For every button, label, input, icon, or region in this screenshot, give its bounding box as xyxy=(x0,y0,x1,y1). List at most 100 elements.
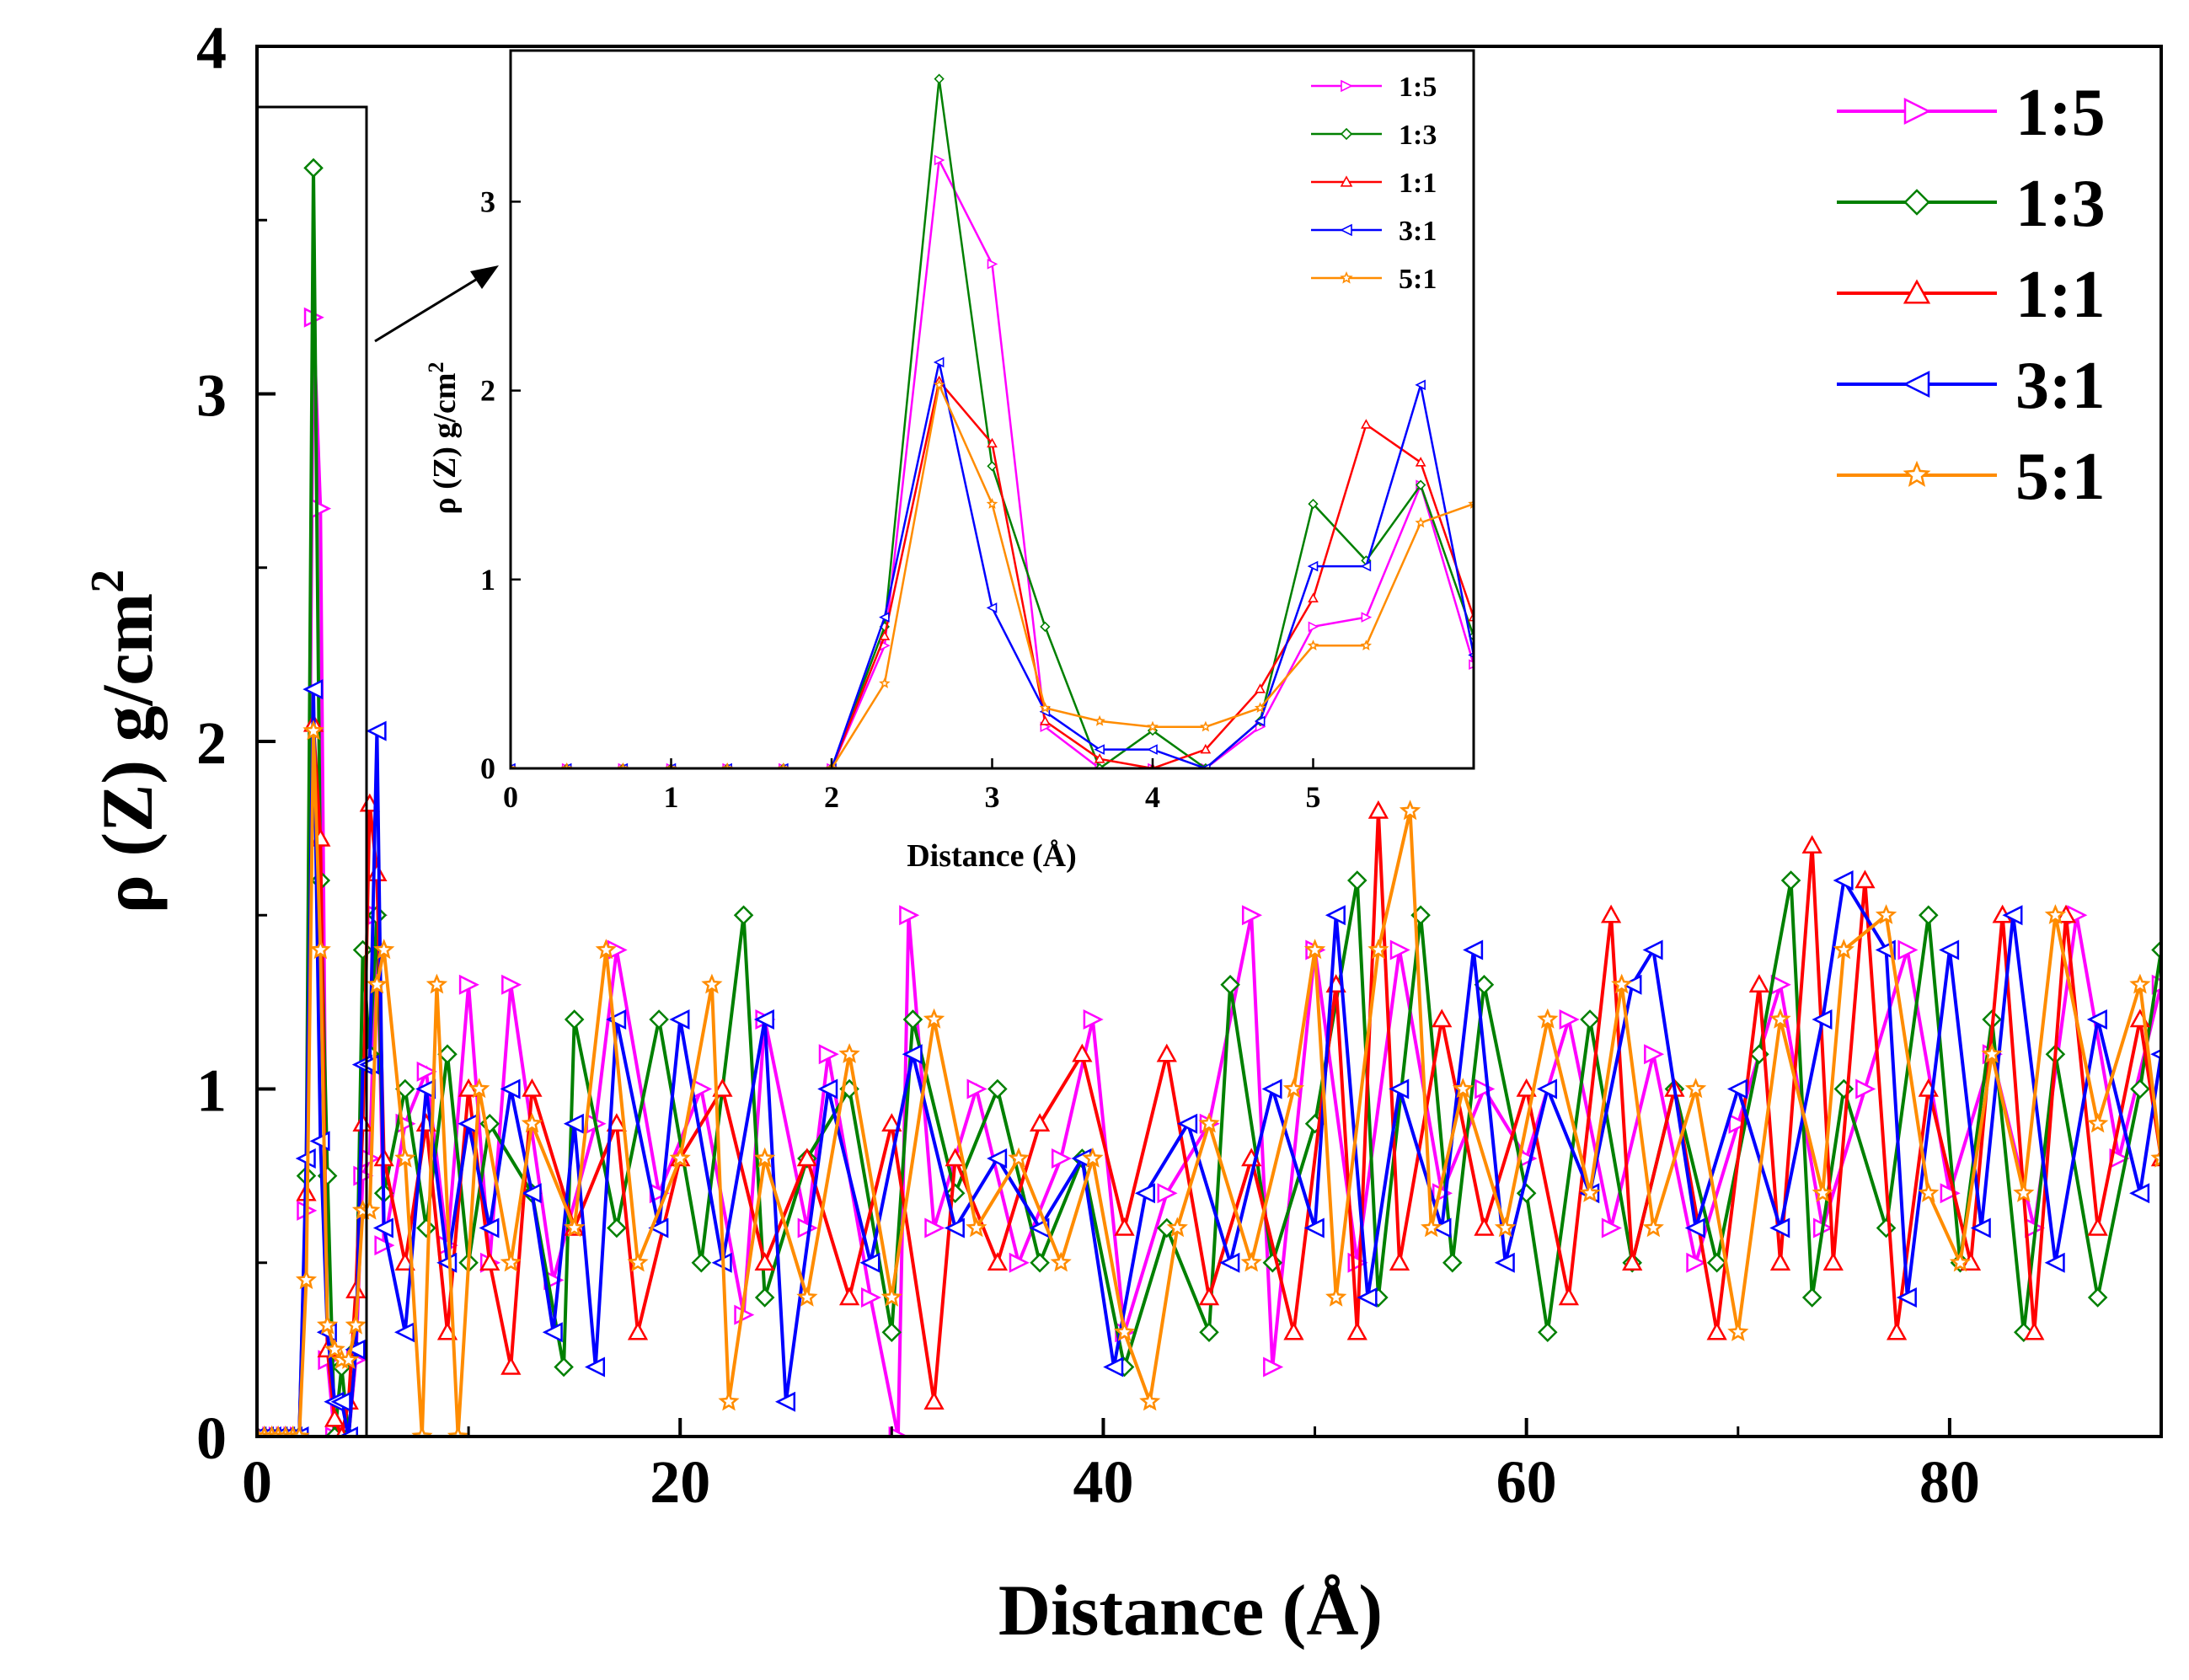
inset-data-point xyxy=(1094,744,1105,755)
data-point xyxy=(754,1287,775,1308)
data-point xyxy=(1347,870,1367,891)
data-point xyxy=(564,1217,586,1238)
data-point xyxy=(987,1078,1008,1099)
data-point xyxy=(1812,1182,1833,1202)
legend-marker xyxy=(1903,370,1930,399)
x-tick-label: 80 xyxy=(1919,1448,1980,1516)
inset-data-point xyxy=(934,154,945,166)
data-point xyxy=(2013,1182,2035,1202)
inset-data-point xyxy=(933,378,945,390)
data-point xyxy=(324,1338,345,1359)
data-point xyxy=(817,1078,838,1099)
inset-legend-label: 1:5 xyxy=(1399,72,1437,103)
data-point xyxy=(1389,1252,1410,1271)
data-point xyxy=(1855,1078,1876,1099)
data-point xyxy=(796,1148,818,1167)
data-point xyxy=(1199,1322,1219,1343)
inset-x-tick-label: 4 xyxy=(1145,780,1160,814)
data-point xyxy=(295,1269,318,1290)
x-tick-label: 20 xyxy=(650,1448,710,1516)
data-point xyxy=(902,1009,923,1030)
inset-data-point xyxy=(1307,560,1319,572)
data-point xyxy=(669,1147,691,1168)
inset-x-tick-label: 2 xyxy=(824,780,839,814)
data-point xyxy=(373,939,395,960)
inset-data-point xyxy=(1416,479,1426,490)
inset-series-5-1 xyxy=(511,378,1474,768)
data-point xyxy=(1970,1217,1991,1239)
data-point xyxy=(1918,1182,1940,1202)
inset-legend-marker xyxy=(1340,223,1352,237)
data-point xyxy=(338,1349,360,1369)
inset-data-point xyxy=(986,497,998,509)
data-point xyxy=(2129,973,2151,994)
data-point xyxy=(564,1009,585,1030)
data-point xyxy=(458,974,479,995)
data-point xyxy=(1748,974,1770,992)
data-point xyxy=(1030,1252,1050,1273)
inset-data-point xyxy=(879,630,891,640)
inset-x-tick-label: 0 xyxy=(503,780,518,814)
inset-legend-item: 1:5 xyxy=(1311,72,1437,103)
data-point xyxy=(542,1322,563,1343)
data-point xyxy=(501,974,522,995)
data-point xyxy=(1325,905,1346,926)
data-point xyxy=(753,1009,774,1030)
data-point xyxy=(393,1322,415,1343)
data-point xyxy=(838,1287,860,1306)
data-point xyxy=(1919,905,1939,926)
inset-data-point xyxy=(1308,592,1319,603)
inset-y-tick-label: 1 xyxy=(480,563,495,597)
inset-plot-series xyxy=(511,73,1474,768)
data-point xyxy=(1389,1078,1410,1099)
inset-data-point xyxy=(987,259,998,270)
data-point xyxy=(1474,974,1495,995)
y-axis-label: ρ (Z) g/cm2 xyxy=(82,570,168,913)
inset-data-point xyxy=(987,437,998,448)
data-point xyxy=(1601,1217,1622,1239)
inset-legend-item: 1:1 xyxy=(1311,168,1437,199)
data-point xyxy=(1684,1078,1707,1099)
inset-legend-item: 3:1 xyxy=(1311,216,1437,247)
data-point xyxy=(1399,800,1421,821)
data-point xyxy=(1537,1008,1559,1029)
data-point xyxy=(881,1322,902,1343)
data-point xyxy=(500,1078,521,1099)
data-point xyxy=(1939,939,1960,960)
data-point xyxy=(1833,939,1854,960)
data-point xyxy=(1981,1043,2003,1063)
data-point xyxy=(2150,1048,2161,1060)
data-point xyxy=(1474,1217,1495,1236)
data-point xyxy=(1611,973,1633,994)
data-point xyxy=(521,1183,542,1204)
data-point xyxy=(754,1147,776,1168)
data-point xyxy=(818,1044,839,1065)
x-tick-label: 40 xyxy=(1073,1448,1133,1516)
data-point xyxy=(1220,974,1240,995)
data-point xyxy=(649,1009,669,1030)
legend-item: 1:1 xyxy=(1837,258,2106,332)
data-point xyxy=(521,1112,543,1133)
data-point xyxy=(479,1252,500,1271)
data-point xyxy=(1886,1321,1908,1340)
data-point xyxy=(1769,1008,1791,1029)
data-point xyxy=(902,1044,923,1065)
legend-item: 5:1 xyxy=(1837,440,2106,514)
inset-legend-marker xyxy=(1340,127,1353,141)
inset-data-point xyxy=(1415,516,1426,528)
data-point xyxy=(2129,1183,2150,1204)
inset-data-point xyxy=(933,356,945,368)
inset-data-point xyxy=(1094,753,1105,763)
data-point xyxy=(324,1408,345,1427)
data-point xyxy=(2044,904,2067,924)
data-point xyxy=(1600,904,1622,923)
inset-x-tick-label: 3 xyxy=(985,780,1000,814)
data-point xyxy=(1008,1147,1030,1168)
data-point xyxy=(1727,1321,1749,1341)
y-tick-label: 4 xyxy=(196,14,227,82)
data-point xyxy=(317,1314,339,1335)
inset-data-point xyxy=(1360,639,1373,651)
inset-legend-marker xyxy=(1340,175,1353,187)
